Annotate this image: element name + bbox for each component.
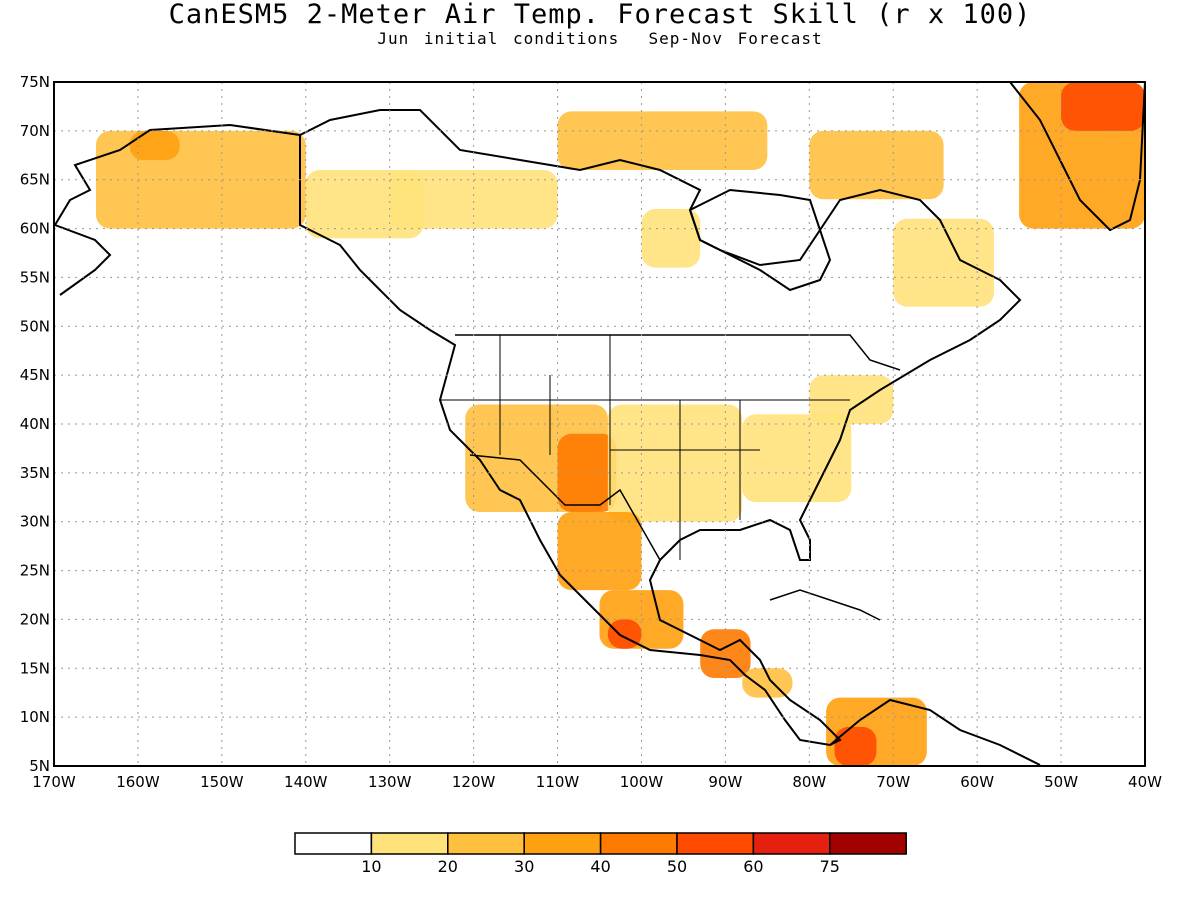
caribbean-islands [769,589,881,621]
skill-region-new-england [809,375,894,424]
south-america-outline [829,698,1041,766]
lon-tick-label: 150W [200,773,244,791]
lat-tick-label: 5N [29,757,50,775]
lon-tick-label: 130W [368,773,412,791]
skill-region-venezuela-west [834,726,877,766]
lon-tick-label: 60W [960,773,994,791]
skill-region-us-east [742,414,852,503]
greenland-outline [1009,81,1146,232]
lon-tick-label: 140W [284,773,328,791]
lat-tick-label: 75N [20,73,50,91]
lon-tick-label: 40W [1128,773,1162,791]
lon-tick-label: 50W [1044,773,1078,791]
grid-lines [54,82,1145,766]
lat-tick-label: 35N [20,464,50,482]
legend-label: 10 [361,857,381,876]
lon-tick-label: 110W [536,773,580,791]
north-america-outline [53,109,1022,747]
legend-label: 40 [590,857,610,876]
skill-region-mexico-north [557,511,642,591]
lat-tick-label: 65N [20,171,50,189]
lon-tick-label: 160W [116,773,160,791]
legend-swatch [752,832,831,855]
skill-region-labrador [893,218,994,307]
lon-tick-label: 70W [876,773,910,791]
lon-tick-label: 170W [32,773,76,791]
map-frame [53,81,1146,767]
skill-region-canada-north [389,169,558,229]
chart-subtitle: Jun initial conditions Sep-Nov Forecast [377,29,823,48]
us-canada-border [455,334,901,371]
legend-label: 20 [438,857,458,876]
lon-tick-label: 90W [708,773,742,791]
skill-region-baffin [809,130,944,200]
coastline [53,81,1146,766]
legend-swatch [599,832,678,855]
legend-label: 60 [743,857,763,876]
legend-label: 30 [514,857,534,876]
lon-tick-label: 100W [620,773,664,791]
legend-swatch [676,832,755,855]
skill-region-arctic-islands [557,111,768,170]
legend-swatch [829,832,907,855]
skill-regions [95,82,1145,766]
lat-tick-label: 60N [20,220,50,238]
lat-tick-label: 15N [20,659,50,677]
lat-tick-label: 30N [20,513,50,531]
chart-title: CanESM5 2-Meter Air Temp. Forecast Skill… [168,0,1032,30]
lon-tick-label: 80W [792,773,826,791]
colorbar-legend: 10 20 30 40 50 60 75 [294,832,907,876]
lat-tick-label: 20N [20,610,50,628]
skill-region-nw-alaska [129,130,180,161]
lat-tick-label: 10N [20,708,50,726]
lat-tick-label: 40N [20,415,50,433]
legend-swatch [294,832,373,855]
lat-tick-label: 25N [20,562,50,580]
lat-tick-label: 50N [20,317,50,335]
legend-swatch [370,832,449,855]
skill-region-mexico-coast [607,619,642,649]
latitude-labels: 75N 70N 65N 60N 55N 50N 45N 40N 35N 30N 25N 20N 15N 1… [20,73,50,775]
lat-tick-label: 55N [20,268,50,286]
us-mexico-border [469,454,661,561]
longitude-labels: 170W 160W 150W 140W 130W 120W 110W 100W 90W 80W 70… [32,773,1162,791]
legend-swatch [523,832,602,855]
legend-label: 75 [820,857,840,876]
us-state-borders [440,335,850,560]
lon-tick-label: 120W [452,773,496,791]
lat-tick-label: 45N [20,366,50,384]
lat-tick-label: 70N [20,122,50,140]
hudson-bay-outline [688,188,822,267]
skill-region-greenland-north [1061,82,1145,131]
skill-region-hudson-west [641,209,701,268]
legend-swatch [447,832,525,855]
legend-label: 50 [667,857,687,876]
